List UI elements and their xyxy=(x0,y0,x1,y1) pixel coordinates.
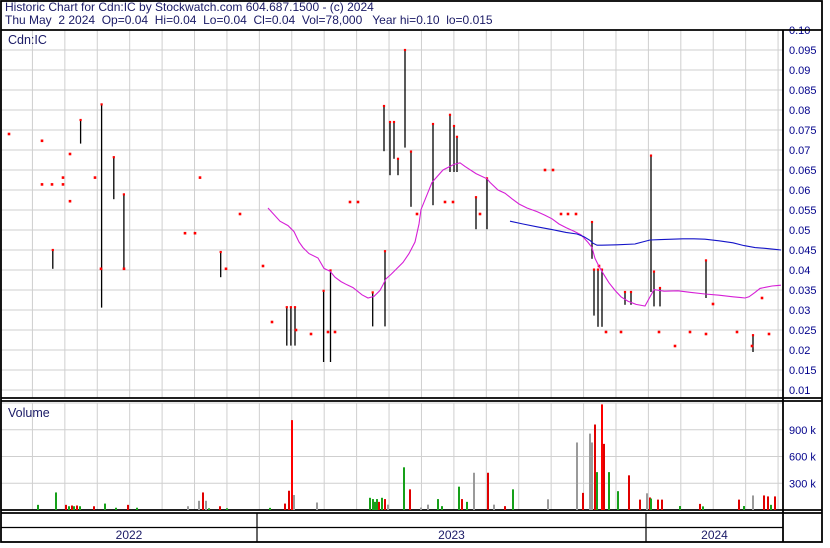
svg-text:0.065: 0.065 xyxy=(789,165,817,177)
svg-text:0.045: 0.045 xyxy=(789,245,817,257)
svg-text:300 k: 300 k xyxy=(789,478,816,490)
svg-text:2023: 2023 xyxy=(438,528,465,542)
svg-text:0.075: 0.075 xyxy=(789,125,817,137)
svg-text:0.025: 0.025 xyxy=(789,325,817,337)
svg-text:0.085: 0.085 xyxy=(789,85,817,97)
svg-text:0.03: 0.03 xyxy=(789,305,810,317)
svg-text:900 k: 900 k xyxy=(789,425,816,437)
svg-text:0.10: 0.10 xyxy=(789,25,810,37)
svg-text:0.055: 0.055 xyxy=(789,205,817,217)
svg-text:2022: 2022 xyxy=(116,528,143,542)
svg-text:2024: 2024 xyxy=(701,528,728,542)
svg-text:0.09: 0.09 xyxy=(789,65,810,77)
svg-text:0.05: 0.05 xyxy=(789,225,810,237)
svg-text:Historic Chart for Cdn:IC by S: Historic Chart for Cdn:IC by Stockwatch.… xyxy=(5,0,374,14)
svg-text:0.01: 0.01 xyxy=(789,385,810,397)
svg-text:0.015: 0.015 xyxy=(789,365,817,377)
svg-text:0.04: 0.04 xyxy=(789,265,810,277)
svg-text:0.08: 0.08 xyxy=(789,105,810,117)
svg-text:0.06: 0.06 xyxy=(789,185,810,197)
svg-text:0.07: 0.07 xyxy=(789,145,810,157)
svg-text:Volume: Volume xyxy=(8,406,50,420)
svg-text:Cdn:IC: Cdn:IC xyxy=(8,33,47,47)
svg-text:600 k: 600 k xyxy=(789,452,816,464)
svg-text:0.02: 0.02 xyxy=(789,345,810,357)
svg-text:0.035: 0.035 xyxy=(789,285,817,297)
svg-text:Thu May 2 2024 Op=0.04 Hi=0: Thu May 2 2024 Op=0.04 Hi=0.04 Lo=0.04 C… xyxy=(5,13,493,27)
svg-text:0.095: 0.095 xyxy=(789,45,817,57)
